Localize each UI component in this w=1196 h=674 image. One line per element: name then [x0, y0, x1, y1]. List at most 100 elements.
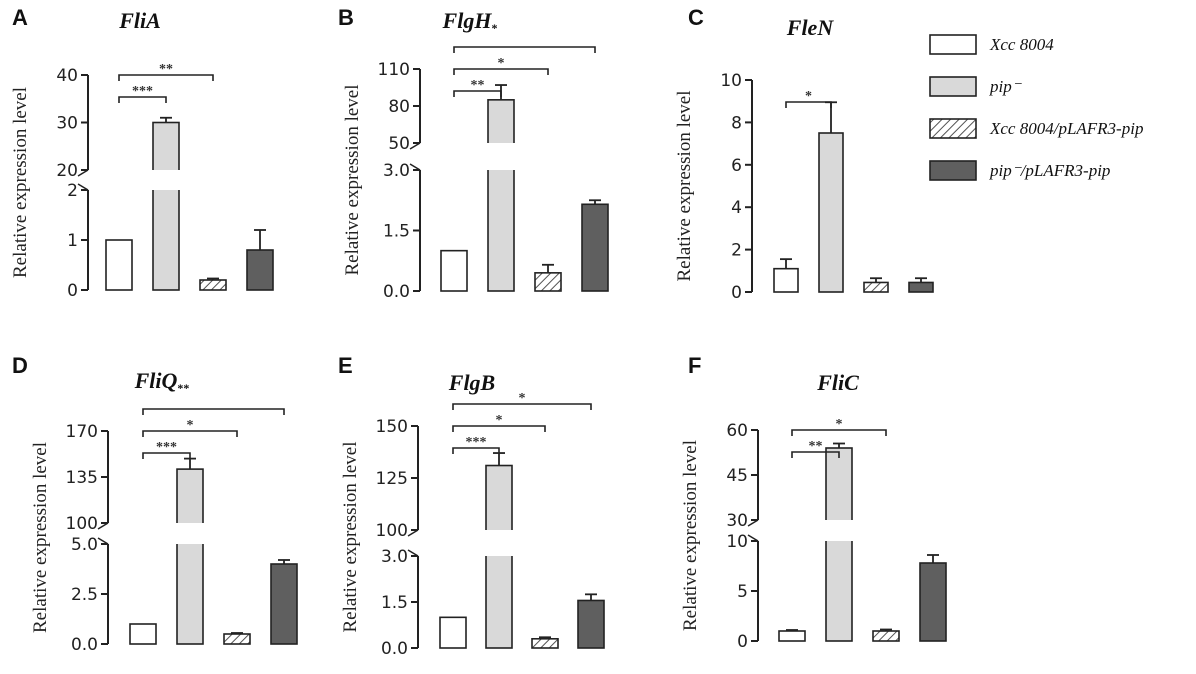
bar	[439, 616, 467, 649]
bar	[773, 267, 799, 293]
y-tick-label: 5	[737, 582, 748, 602]
bar-break-gap	[175, 523, 205, 544]
panel-letter: B	[338, 5, 354, 30]
panel-title: FleN	[786, 15, 835, 40]
y-tick-label: 5.0	[71, 535, 98, 555]
y-tick-label: 100	[66, 514, 98, 534]
significance-label: *	[836, 417, 843, 432]
y-tick-label: 1.5	[383, 222, 410, 242]
y-tick-label: 1.5	[381, 593, 408, 613]
y-tick-label: 30	[726, 511, 748, 531]
bar	[270, 563, 298, 645]
y-tick-label: 3.0	[383, 161, 410, 181]
significance-bracket	[142, 430, 238, 437]
significance-label: ***	[466, 435, 487, 450]
bar	[152, 121, 180, 291]
y-tick-label: 0.0	[71, 635, 98, 655]
y-tick-label: 45	[726, 466, 748, 486]
significance-label: **	[471, 78, 485, 93]
significance-bracket	[452, 425, 546, 432]
y-tick-label: 0	[67, 281, 78, 301]
significance-label: *	[805, 89, 812, 104]
legend-label: pip⁻	[989, 77, 1023, 96]
bar	[440, 249, 468, 292]
bar	[778, 630, 806, 642]
y-tick-label: 4	[731, 198, 742, 218]
panel-d: D FliQ** Relative expression level 0.0 2.5 5.…	[12, 353, 298, 655]
y-tick-label: 0.0	[383, 282, 410, 302]
panel-b: B FlgH* Relative expression level 0.0 1.5 3.0…	[338, 5, 609, 302]
panel-e: E FlgB Relative expression level 0.0 1.5 3.0 1…	[338, 353, 605, 659]
panel-title: FlgH*	[442, 8, 498, 35]
significance-bracket	[142, 452, 191, 459]
bar	[129, 623, 157, 645]
bar	[534, 272, 562, 292]
y-axis-label: Relative expression level	[342, 85, 363, 276]
significance-label: *	[498, 56, 505, 71]
significance-label: *	[496, 413, 503, 428]
y-tick-label: 1	[67, 231, 78, 251]
y-tick-label: 20	[56, 161, 78, 181]
significance-bracket	[791, 451, 840, 458]
significance-bracket	[791, 429, 887, 436]
y-tick-label: 135	[66, 468, 98, 488]
bar	[487, 99, 515, 292]
significance-label: *	[519, 391, 526, 406]
y-tick-label: 110	[378, 60, 410, 80]
significance-bracket	[452, 403, 592, 410]
title-suffix: *	[491, 21, 497, 35]
y-tick-label: 6	[731, 156, 742, 176]
legend-label: Xcc 8004	[989, 35, 1054, 54]
significance-bracket	[453, 68, 549, 75]
bar	[872, 630, 900, 642]
y-tick-label: 150	[376, 417, 408, 437]
panel-title: FliC	[816, 370, 859, 395]
bar	[246, 249, 274, 291]
bar	[485, 464, 513, 649]
y-tick-label: 0.0	[381, 639, 408, 659]
bar	[818, 132, 844, 293]
bar-break-gap	[151, 170, 181, 190]
panel-letter: D	[12, 353, 28, 378]
y-axis-label: Relative expression level	[680, 440, 701, 631]
y-tick-label: 125	[376, 469, 408, 489]
bar	[577, 599, 605, 649]
y-tick-label: 8	[731, 113, 742, 133]
y-tick-label: 50	[388, 134, 410, 154]
significance-bracket	[118, 74, 214, 81]
significance-bracket	[142, 408, 285, 415]
bar	[919, 562, 947, 642]
bar-break-gap	[486, 143, 516, 170]
y-tick-label: 60	[726, 421, 748, 441]
bar-break-gap	[824, 520, 854, 541]
panel-title: FliA	[118, 8, 161, 33]
bar	[531, 637, 559, 649]
y-tick-label: 30	[56, 114, 78, 134]
title-suffix: **	[177, 381, 189, 395]
y-axis-label: Relative expression level	[674, 91, 695, 282]
y-tick-label: 80	[388, 97, 410, 117]
panel-title: FlgB	[448, 370, 495, 395]
y-tick-label: 100	[376, 521, 408, 541]
y-tick-label: 3.0	[381, 547, 408, 567]
y-tick-label: 0	[737, 632, 748, 652]
significance-label: **	[809, 439, 823, 454]
bar	[199, 279, 227, 291]
bar	[825, 447, 853, 642]
legend-label: pip⁻/pLAFR3-pip	[989, 161, 1110, 180]
y-tick-label: 10	[726, 532, 748, 552]
significance-label: *	[187, 418, 194, 433]
y-axis-label: Relative expression level	[10, 87, 31, 278]
legend-swatch	[929, 160, 977, 181]
bar-break-gap	[484, 530, 514, 556]
y-axis-label: Relative expression level	[340, 442, 361, 633]
panel-letter: E	[338, 353, 353, 378]
chart-legend: Xcc 8004 pip⁻ Xcc 8004/pLAFR3-pip pip⁻/pLAF…	[929, 34, 1143, 181]
y-tick-label: 2	[731, 241, 742, 261]
legend-swatch	[929, 118, 977, 139]
panel-title: FliQ**	[134, 368, 190, 395]
significance-label: ***	[156, 440, 177, 455]
